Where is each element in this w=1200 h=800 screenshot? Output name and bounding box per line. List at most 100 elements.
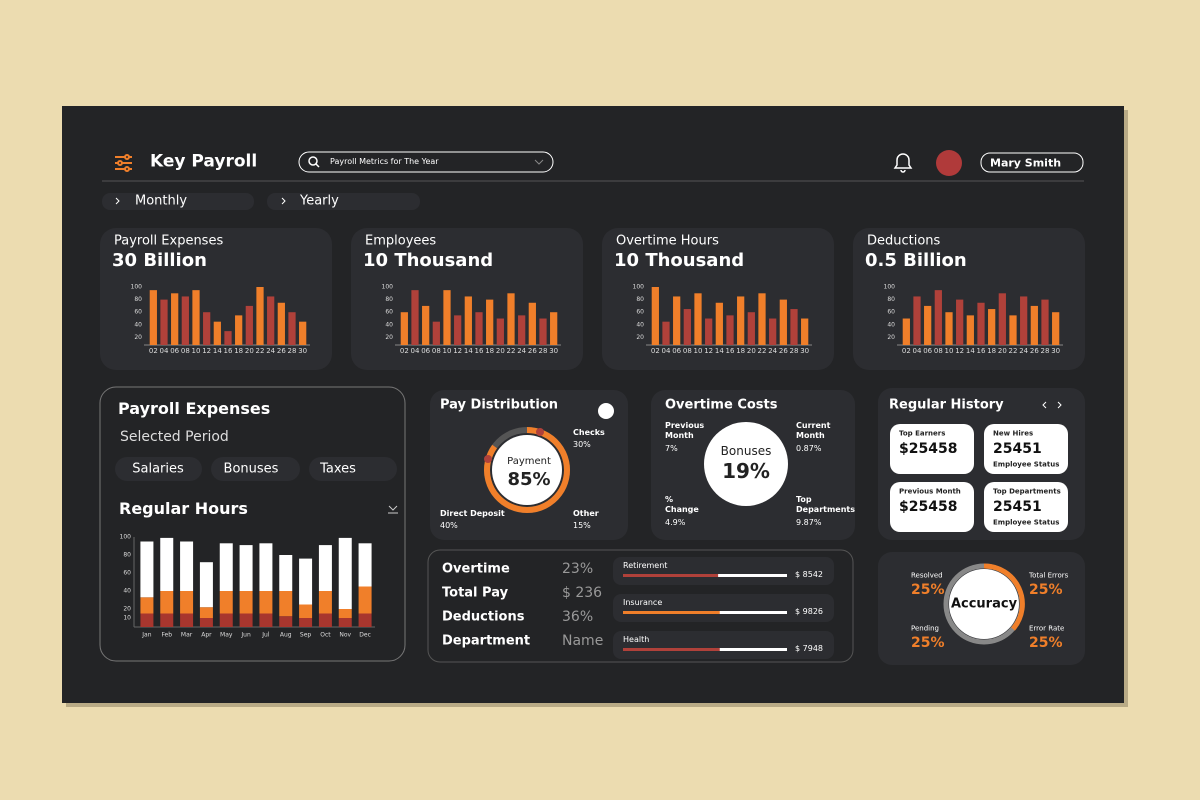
filter-label: Salaries	[132, 461, 184, 477]
dropdown-arrow[interactable]	[534, 159, 544, 165]
bar	[288, 312, 296, 345]
search-box[interactable]	[298, 151, 554, 173]
bar	[539, 318, 547, 345]
bar	[528, 302, 536, 345]
donut-arc	[484, 427, 570, 513]
bar-segment	[338, 609, 352, 618]
bar-segment	[160, 591, 174, 614]
x-tick-label: 12	[453, 347, 462, 355]
legend-label: Direct Deposit	[440, 509, 505, 518]
bar	[705, 318, 713, 345]
bar	[464, 296, 472, 345]
accuracy-value: 25%	[1029, 635, 1063, 651]
bar-segment	[279, 591, 293, 617]
bell-icon[interactable]	[893, 153, 913, 173]
bar-segment	[299, 604, 313, 618]
x-tick-label: 16	[475, 347, 484, 355]
card-value: 25451	[993, 441, 1042, 457]
bar	[149, 290, 157, 345]
tab[interactable]	[267, 193, 420, 210]
user-box[interactable]	[980, 152, 1084, 173]
x-tick-label: May	[220, 632, 233, 639]
progress-card	[613, 631, 834, 659]
donut-dot	[484, 455, 492, 463]
prev-arrow[interactable]	[1042, 401, 1047, 409]
panel-title: Payroll Expenses	[118, 399, 271, 418]
x-tick-label: 26	[1030, 347, 1039, 355]
kpi-value: 10 Thousand	[363, 250, 494, 271]
y-tick-label: 80	[123, 552, 131, 559]
x-tick-label: 04	[160, 347, 169, 355]
y-tick-label: 100	[884, 284, 896, 291]
y-tick-label: 100	[633, 284, 645, 291]
toggle[interactable]	[598, 403, 614, 419]
panel-title: Regular History	[889, 397, 1004, 413]
next-arrow[interactable]	[1057, 401, 1062, 409]
bar	[507, 293, 515, 345]
row-label: Total Pay	[442, 585, 509, 601]
x-tick-label: 06	[672, 347, 681, 355]
tab[interactable]	[102, 193, 254, 210]
history-card	[890, 482, 974, 532]
x-tick-label: 28	[288, 347, 297, 355]
bar	[299, 321, 307, 345]
x-tick-label: 06	[923, 347, 932, 355]
y-tick-label: 80	[385, 296, 393, 303]
filter-label: Taxes	[320, 461, 356, 477]
row-label: Deductions	[442, 609, 525, 625]
y-tick-label: 40	[636, 321, 644, 328]
bar-segment	[279, 616, 293, 627]
card-label: Top Earners	[899, 429, 946, 438]
x-tick-label: 26	[277, 347, 286, 355]
bar	[181, 296, 189, 345]
user-name: Mary Smith	[990, 156, 1062, 170]
x-tick-label: 18	[736, 347, 745, 355]
bar	[988, 309, 996, 345]
settings-icon[interactable]	[115, 154, 132, 172]
donut-dot	[536, 428, 544, 436]
avatar[interactable]	[936, 150, 962, 176]
bar	[747, 312, 755, 345]
x-tick-label: Mar	[181, 632, 193, 639]
x-tick-label: 02	[902, 347, 911, 355]
bar	[496, 318, 504, 345]
metric-value: 9.87%	[796, 518, 822, 527]
bar-segment	[279, 555, 293, 591]
kpi-label: Employees	[365, 233, 437, 249]
progress-value: $ 7948	[795, 644, 823, 653]
x-tick-label: Sep	[300, 632, 312, 639]
progress-label: Health	[623, 635, 650, 644]
x-tick-label: 20	[747, 347, 756, 355]
y-tick-label: 40	[134, 321, 142, 328]
accuracy-value: 25%	[1029, 582, 1063, 598]
x-tick-label: 08	[683, 347, 692, 355]
donut-label: Payment	[507, 456, 551, 467]
bar	[902, 318, 910, 345]
bar	[662, 321, 670, 345]
x-tick-label: 26	[528, 347, 537, 355]
x-tick-label: 30	[298, 347, 307, 355]
x-tick-label: 02	[651, 347, 660, 355]
x-tick-label: Dec	[359, 632, 371, 639]
bar	[758, 293, 766, 345]
y-tick-label: 100	[382, 284, 394, 291]
bar-segment	[299, 558, 313, 605]
bar	[443, 290, 451, 345]
bar	[1041, 299, 1049, 345]
x-tick-label: 12	[955, 347, 964, 355]
progress-label: Insurance	[623, 598, 663, 607]
x-tick-label: 24	[266, 347, 275, 355]
progress-fill	[623, 574, 719, 577]
collapse-icon	[388, 505, 398, 511]
metric-label: Current Month	[796, 421, 831, 440]
x-tick-label: 30	[1051, 347, 1060, 355]
x-tick-label: 14	[213, 347, 222, 355]
x-tick-label: 10	[443, 347, 452, 355]
bar	[277, 302, 285, 345]
x-tick-label: 04	[662, 347, 671, 355]
panel-title: Pay Distribution	[440, 397, 559, 413]
chart-title: Regular Hours	[119, 499, 248, 518]
history-card	[984, 482, 1068, 532]
bar-segment	[259, 543, 273, 591]
bar	[790, 309, 798, 345]
